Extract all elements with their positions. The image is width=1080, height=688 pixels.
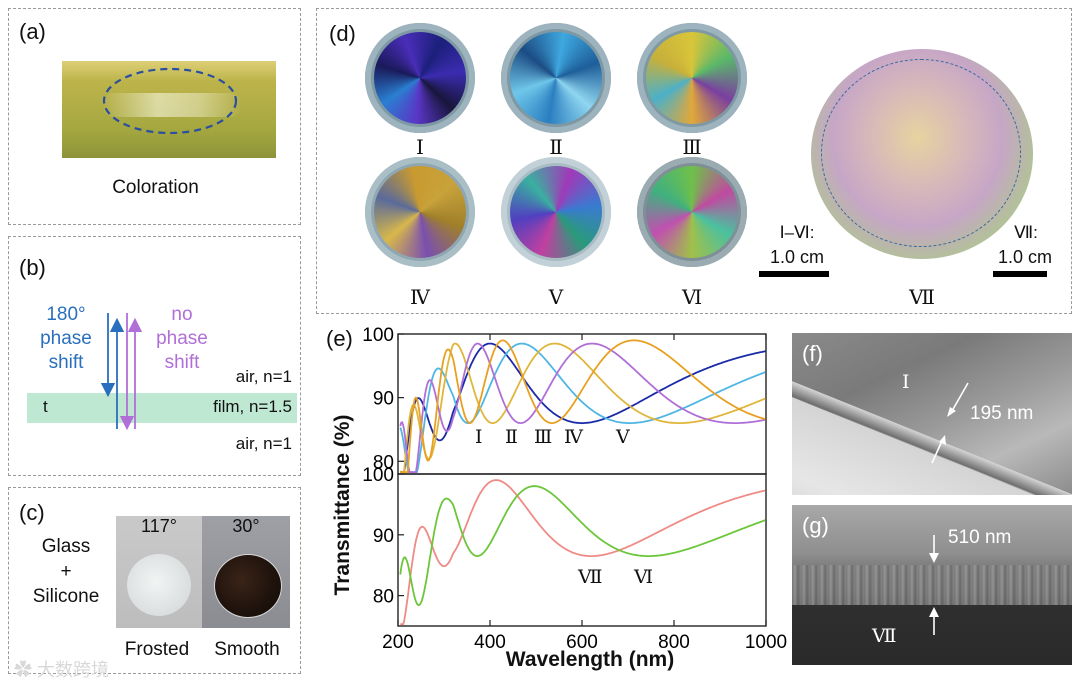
panel-d-label: (d): [329, 21, 356, 46]
panel-f-thickness: 195 nm: [970, 403, 1034, 424]
top-medium-label: air, n=1: [235, 367, 292, 386]
curve-top-4: [399, 342, 766, 473]
curve-label-7: Ⅶ: [578, 566, 603, 588]
panel-d: (d) Ⅰ Ⅱ Ⅲ Ⅳ Ⅴ Ⅵ Ⅰ–Ⅵ: 1.0 cm Ⅶ Ⅶ: 1.0 cm: [316, 8, 1072, 314]
panel-f-sample: Ⅰ: [902, 371, 910, 393]
panel-g-label: (g): [802, 513, 829, 538]
panel-b-label: (b): [19, 255, 46, 280]
ray-diagram: [100, 313, 143, 431]
x-tick-label: 200: [382, 632, 414, 653]
panel-e-label: (e): [326, 326, 353, 351]
sample-label-7: Ⅶ: [909, 285, 935, 309]
scale-bar-small: [759, 271, 829, 277]
y-tick-label-bottom: 80: [373, 587, 394, 608]
film-medium-label: film, n=1.5: [213, 397, 292, 416]
scale-value-large: 1.0 cm: [997, 247, 1053, 267]
panel-a-label: (a): [19, 19, 46, 44]
panel-f-label: (f): [802, 341, 823, 366]
curve-bottom-1: [400, 479, 766, 626]
smooth-angle: 30°: [232, 516, 260, 536]
y-tick-label-top: 80: [373, 452, 394, 473]
sample-disc-6: [637, 157, 747, 267]
bottom-medium-label: air, n=1: [235, 434, 292, 453]
curve-label-4: Ⅳ: [564, 426, 583, 448]
curve-label-3: Ⅲ: [534, 426, 553, 448]
panel-g-sample: Ⅶ: [872, 625, 897, 647]
curve-top-5: [399, 339, 766, 473]
y-axis-label: Transmittance (%): [331, 414, 354, 596]
sample-label-2: Ⅱ: [549, 135, 563, 159]
x-tick-label: 600: [566, 632, 598, 653]
sample-disc-1: [365, 23, 475, 133]
curve-label-6: Ⅵ: [634, 566, 654, 588]
panel-g-thickness: 510 nm: [948, 527, 1012, 548]
leaf-photo: [62, 61, 276, 158]
film-layer: [27, 393, 297, 423]
curve-label-1: Ⅰ: [475, 426, 483, 448]
curve-top-2: [399, 342, 766, 473]
phase-shift-text: 180° phase shift: [40, 304, 92, 373]
watermark: ✿ 大数跨境: [14, 660, 110, 680]
curve-bottom-2: [399, 485, 766, 607]
scale-label-large: Ⅶ:: [1014, 223, 1038, 242]
sample-disc-5: [501, 157, 611, 267]
smooth-label: Smooth: [214, 639, 280, 660]
panel-b: (b) 180° phase shift no phase shift air,…: [8, 236, 301, 476]
curve-top-1: [400, 342, 766, 473]
y-tick-label-top: 100: [362, 325, 394, 346]
scale-label-small: Ⅰ–Ⅵ:: [779, 223, 815, 242]
sample-label-5: Ⅴ: [548, 285, 564, 309]
sample-label-4: Ⅳ: [410, 285, 430, 309]
sample-label-3: Ⅲ: [682, 135, 702, 159]
sample-disc-7: [811, 49, 1033, 259]
y-tick-label-top: 90: [373, 389, 394, 410]
frosted-angle: 117°: [141, 516, 177, 536]
scale-bar-large: [993, 271, 1047, 277]
smooth-photo: [202, 516, 290, 628]
watermark-icon: ✿: [14, 660, 38, 680]
bottom-plot-frame: [397, 473, 767, 627]
frosted-photo: [116, 516, 202, 628]
substrate-text: Glass + Silicone: [32, 536, 100, 607]
curve-label-2: Ⅱ: [505, 426, 518, 448]
x-tick-label: 800: [658, 632, 690, 653]
x-tick-label: 400: [474, 632, 506, 653]
thickness-label: t: [43, 397, 48, 416]
sample-label-1: Ⅰ: [416, 135, 424, 159]
x-axis-label: Wavelength (nm): [505, 648, 675, 671]
curve-label-5: Ⅴ: [616, 426, 630, 448]
y-tick-label-bottom: 90: [373, 526, 394, 547]
panel-g-sem: (g) 510 nm Ⅶ: [792, 505, 1072, 665]
x-tick-label: 1000: [745, 632, 787, 653]
sample-disc-2: [501, 23, 611, 133]
sample-disc-4: [365, 157, 475, 267]
no-phase-shift-text: no phase shift: [156, 304, 208, 373]
top-plot-frame: [397, 333, 767, 475]
panel-a: (a) Coloration: [8, 8, 301, 225]
coloration-caption: Coloration: [112, 177, 199, 198]
y-tick-label-bottom: 100: [362, 465, 394, 486]
panel-f-sem: (f) Ⅰ 195 nm: [792, 333, 1072, 495]
highlight-ellipse: [102, 67, 238, 135]
curve-top-3: [400, 342, 766, 473]
panel-c: (c) Glass + Silicone 117° 30° Frosted Sm…: [8, 487, 301, 674]
scale-value-small: 1.0 cm: [769, 247, 825, 267]
frosted-label: Frosted: [124, 639, 190, 660]
sample-label-6: Ⅵ: [681, 285, 703, 309]
panel-c-label: (c): [19, 500, 45, 525]
sample-disc-3: [637, 23, 747, 133]
